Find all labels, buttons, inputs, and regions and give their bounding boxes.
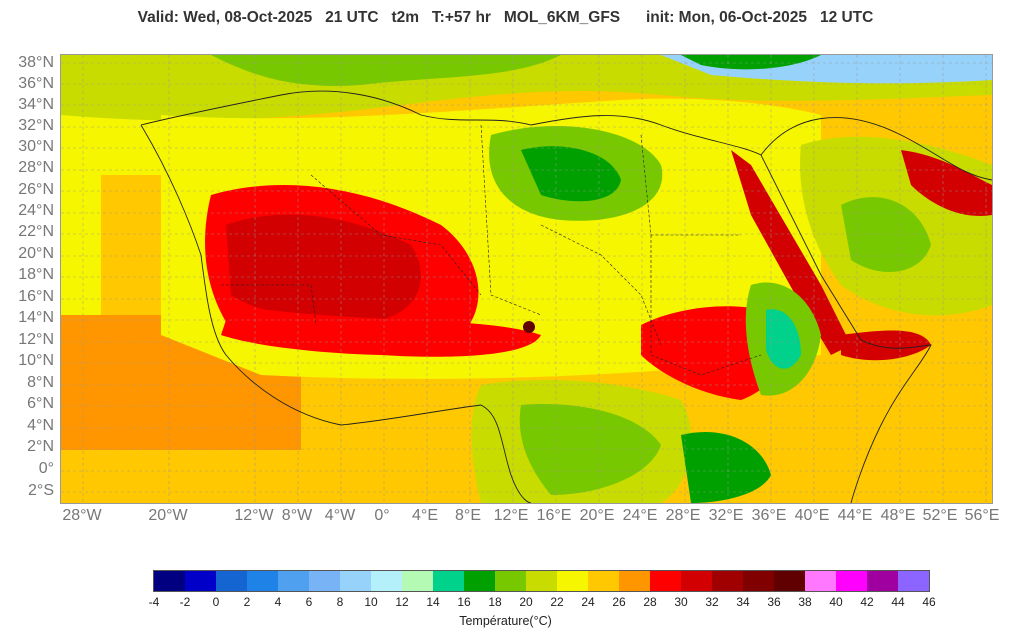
lat-label: 36°N xyxy=(18,75,54,92)
lat-label: 26°N xyxy=(18,181,54,198)
temperature-map[interactable] xyxy=(60,54,993,504)
colorbar-swatch xyxy=(154,571,185,591)
colorbar-tick-label: 20 xyxy=(519,595,533,609)
lat-label: 34°N xyxy=(18,96,54,113)
lon-label: 4°W xyxy=(324,507,356,524)
colorbar-swatch xyxy=(464,571,495,591)
lat-label: 28°N xyxy=(18,159,54,176)
lon-label: 40°E xyxy=(794,507,830,524)
colorbar-tick-label: 44 xyxy=(891,595,905,609)
colorbar-tick-label: 28 xyxy=(643,595,657,609)
colorbar-swatch xyxy=(216,571,247,591)
colorbar-swatch xyxy=(495,571,526,591)
colorbar-tick-label: 2 xyxy=(243,595,251,609)
lon-label: 28°E xyxy=(665,507,701,524)
lon-label: 48°E xyxy=(880,507,916,524)
lon-label: 52°E xyxy=(922,507,958,524)
lat-label: 2°S xyxy=(28,482,54,499)
colorbar-swatch xyxy=(185,571,216,591)
lat-label: 12°N xyxy=(18,331,54,348)
colorbar-swatch xyxy=(743,571,774,591)
colorbar-tick-label: 26 xyxy=(612,595,626,609)
colorbar-swatch xyxy=(867,571,898,591)
colorbar-tick-label: 18 xyxy=(488,595,502,609)
lon-label: 36°E xyxy=(751,507,787,524)
lon-label: 44°E xyxy=(837,507,873,524)
colorbar-tick-label: 14 xyxy=(426,595,440,609)
lat-label: 10°N xyxy=(18,352,54,369)
lon-label: 20°W xyxy=(148,507,188,524)
colorbar-swatch xyxy=(557,571,588,591)
lat-label: 18°N xyxy=(18,266,54,283)
colorbar-tick-label: 6 xyxy=(305,595,313,609)
lon-label: 28°W xyxy=(62,507,102,524)
colorbar-swatch xyxy=(371,571,402,591)
colorbar-tick-label: 24 xyxy=(581,595,595,609)
colorbar-swatch xyxy=(340,571,371,591)
colorbar-swatch xyxy=(588,571,619,591)
lon-label: 4°E xyxy=(412,507,438,524)
lat-label: 8°N xyxy=(27,374,54,391)
colorbar-tick-label: 12 xyxy=(395,595,409,609)
lat-label: 30°N xyxy=(18,138,54,155)
lat-label: 14°N xyxy=(18,309,54,326)
colorbar-swatch xyxy=(774,571,805,591)
colorbar-tick-label: 22 xyxy=(550,595,564,609)
colorbar-swatch xyxy=(309,571,340,591)
lon-label: 0° xyxy=(374,507,390,524)
colorbar-tick-label: 4 xyxy=(274,595,282,609)
temperature-field xyxy=(61,55,992,503)
lat-label: 24°N xyxy=(18,202,54,219)
colorbar-swatch xyxy=(526,571,557,591)
lon-label: 56°E xyxy=(964,507,1000,524)
colorbar-swatch xyxy=(805,571,836,591)
lat-label: 38°N xyxy=(18,54,54,71)
colorbar-swatch xyxy=(433,571,464,591)
temperature-colorbar xyxy=(153,570,930,592)
colorbar-tick-label: 42 xyxy=(860,595,874,609)
lat-label: 6°N xyxy=(27,395,54,412)
colorbar-swatch xyxy=(650,571,681,591)
lat-label: 32°N xyxy=(18,117,54,134)
colorbar-swatch xyxy=(898,571,929,591)
lat-label: 4°N xyxy=(27,417,54,434)
colorbar-swatch xyxy=(619,571,650,591)
colorbar-tick-label: 38 xyxy=(798,595,812,609)
colorbar-tick-label: 32 xyxy=(705,595,719,609)
colorbar-tick-label: 40 xyxy=(829,595,843,609)
colorbar-tick-label: 36 xyxy=(767,595,781,609)
colorbar-swatch xyxy=(247,571,278,591)
lon-label: 20°E xyxy=(579,507,615,524)
colorbar-title: Température(°C) xyxy=(459,614,552,628)
colorbar-tick-label: 34 xyxy=(736,595,750,609)
lon-label: 8°E xyxy=(455,507,481,524)
colorbar-swatch xyxy=(712,571,743,591)
lon-label: 12°E xyxy=(493,507,529,524)
lat-label: 0° xyxy=(38,460,54,477)
lat-label: 2°N xyxy=(27,438,54,455)
colorbar-tick-label: 10 xyxy=(364,595,378,609)
lat-label: 20°N xyxy=(18,245,54,262)
lon-label: 8°W xyxy=(281,507,313,524)
colorbar-swatch xyxy=(836,571,867,591)
colorbar-tick-label: 16 xyxy=(457,595,471,609)
lat-label: 16°N xyxy=(18,288,54,305)
colorbar-swatch xyxy=(278,571,309,591)
colorbar-tick-label: 8 xyxy=(336,595,344,609)
colorbar-tick-label: -2 xyxy=(179,595,191,609)
colorbar-swatch xyxy=(402,571,433,591)
colorbar-tick-label: -4 xyxy=(148,595,160,609)
colorbar-swatch xyxy=(681,571,712,591)
lon-label: 12°W xyxy=(234,507,274,524)
colorbar-tick-label: 46 xyxy=(922,595,936,609)
colorbar-tick-label: 0 xyxy=(212,595,220,609)
lon-label: 16°E xyxy=(536,507,572,524)
lon-label: 24°E xyxy=(622,507,658,524)
map-title: Valid: Wed, 08-Oct-2025 21 UTC t2m T:+57… xyxy=(137,9,874,26)
lat-label: 22°N xyxy=(18,223,54,240)
lon-label: 32°E xyxy=(708,507,744,524)
colorbar-tick-label: 30 xyxy=(674,595,688,609)
